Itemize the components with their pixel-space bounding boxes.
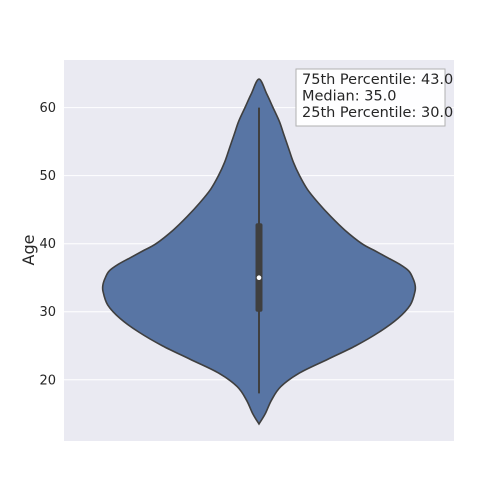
y-tick-label-50: 50 xyxy=(39,169,56,184)
y-tick-label-60: 60 xyxy=(39,101,56,116)
y-tick-label-30: 30 xyxy=(39,305,56,320)
annotation-median-text: Median: 35.0 xyxy=(302,89,397,105)
y-tick-labels: 20 30 40 50 60 xyxy=(39,101,56,388)
annotation-q1-text: 25th Percentile: 30.0 xyxy=(302,105,453,121)
iqr-box xyxy=(255,223,263,312)
median-dot xyxy=(256,275,262,281)
y-tick-label-20: 20 xyxy=(39,373,56,388)
annotation-q3-text: 75th Percentile: 43.0 xyxy=(302,72,453,88)
y-axis-label: Age xyxy=(19,235,38,266)
stats-annotation: 75th Percentile: 43.0 Median: 35.0 25th … xyxy=(295,68,453,127)
y-tick-label-40: 40 xyxy=(39,237,56,252)
stats-annotation-box xyxy=(295,68,446,127)
